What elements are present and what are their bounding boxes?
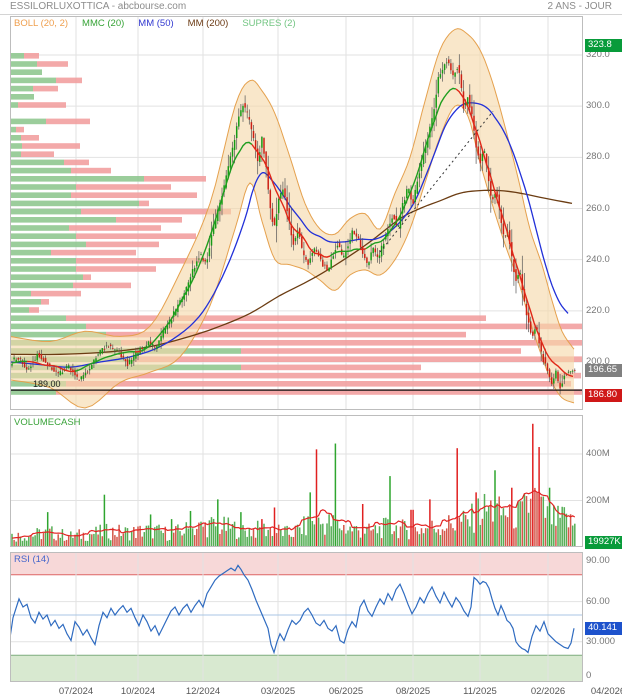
volume-panel-label: VOLUMECASH <box>14 417 81 428</box>
x-axis-label-02/2026: 02/2026 <box>530 686 566 697</box>
x-axis-label-06/2025: 06/2025 <box>328 686 364 697</box>
x-axis-label-08/2025: 08/2025 <box>395 686 431 697</box>
rsi-tick-90.00: 90.00 <box>586 555 610 567</box>
rsi-tick-30.000: 30.000 <box>586 635 616 647</box>
support-price-label: 189.00 <box>33 379 61 389</box>
x-axis-label-10/2024: 10/2024 <box>120 686 156 697</box>
header-divider <box>0 14 622 15</box>
indicator-legend: BOLL (20, 2) MMC (20) MM (50) MM (200) SUPRE… <box>14 18 296 29</box>
price-tick-280.0: 280.0 <box>586 151 610 163</box>
price-tick-300.0: 300.0 <box>586 100 610 112</box>
price-tick-240.0: 240.0 <box>586 253 610 265</box>
price-tick-260.0: 260.0 <box>586 202 610 214</box>
rsi-badge: 40.141 <box>585 621 622 635</box>
instrument-title: ESSILORLUXOTTICA - abcbourse.com <box>10 1 187 12</box>
legend-item-mm[interactable]: MM (50) <box>138 18 174 29</box>
legend-item-supres[interactable]: SUPRES (2) <box>242 18 296 29</box>
price-badge-196.65: 196.65 <box>585 364 622 378</box>
x-axis-label-04/2026: 04/2026 <box>590 686 622 697</box>
price-tick-320.0: 320.0 <box>586 49 610 60</box>
rsi-chart[interactable] <box>10 552 583 682</box>
volume-badge: 19927K <box>585 535 622 549</box>
rsi-tick-60.00: 60.00 <box>586 595 610 607</box>
legend-item-mm[interactable]: MM (200) <box>187 18 229 29</box>
rsi-tick-0: 0 <box>586 670 592 681</box>
price-tick-200.0: 200.0 <box>586 356 610 367</box>
price-tick-220.0: 220.0 <box>586 304 610 316</box>
volume-chart[interactable] <box>10 415 583 547</box>
period-label: 2 ANS - JOUR <box>547 1 612 12</box>
legend-item-mmc[interactable]: MMC (20) <box>82 18 125 29</box>
x-axis-label-12/2024: 12/2024 <box>185 686 221 697</box>
price-chart[interactable]: 189.00 <box>10 16 583 410</box>
x-axis-label-03/2025: 03/2025 <box>260 686 296 697</box>
price-badge-323.8: 323.8 <box>585 38 622 52</box>
x-axis-label-07/2024: 07/2024 <box>58 686 94 697</box>
x-axis-label-11/2025: 11/2025 <box>463 686 497 697</box>
rsi-panel-label: RSI (14) <box>14 554 50 565</box>
legend-item-boll[interactable]: BOLL (20, 2) <box>14 18 69 29</box>
volume-tick-200M: 200M <box>586 494 610 506</box>
volume-tick-400M: 400M <box>586 448 610 459</box>
price-badge-186.80: 186.80 <box>585 389 622 403</box>
